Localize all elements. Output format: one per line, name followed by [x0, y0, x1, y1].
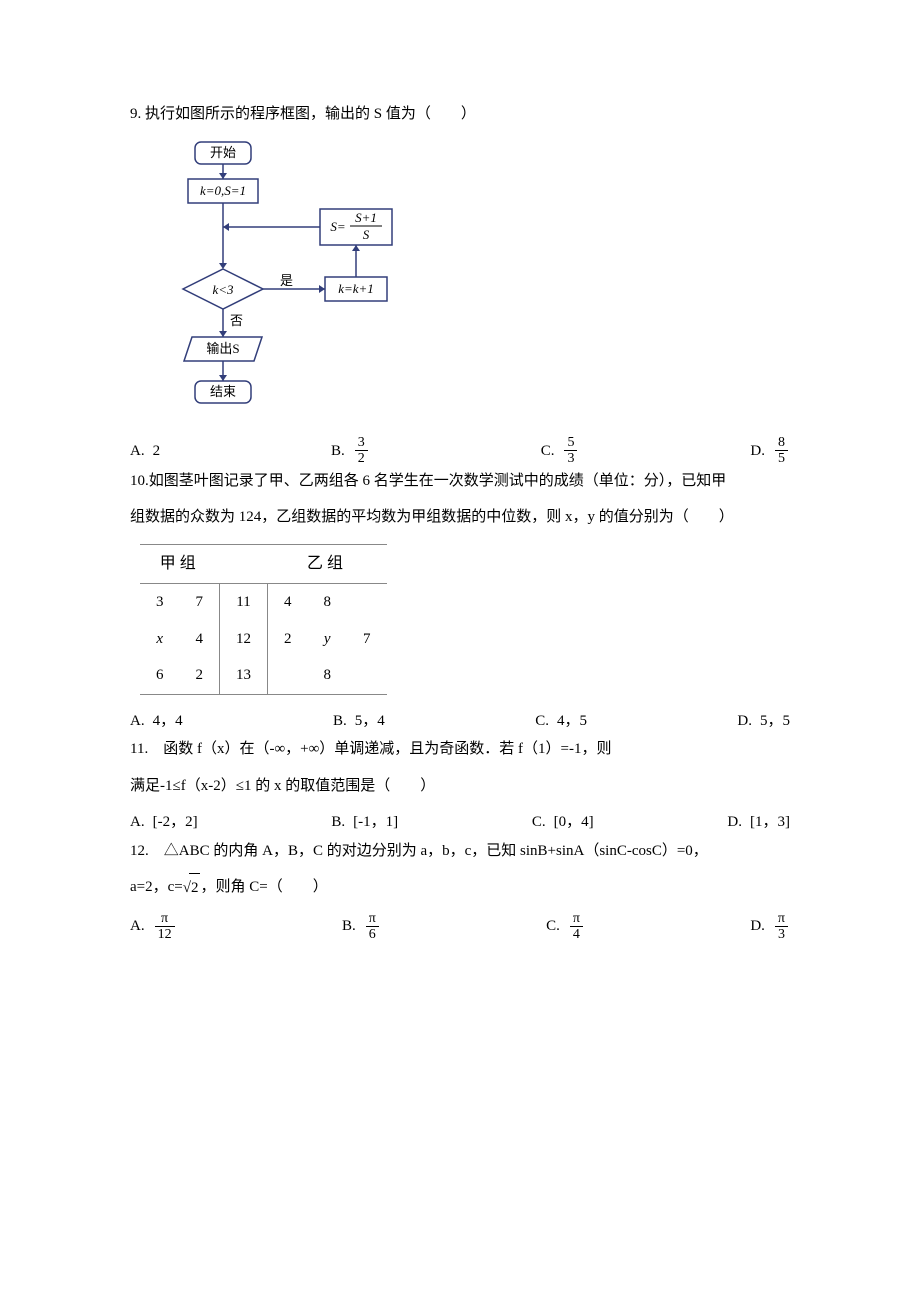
q12-opt-a: A. π 12 — [130, 911, 177, 943]
q9-opt-b: B. 3 2 — [331, 435, 370, 467]
q10-opt-b: B. 5，4 — [333, 707, 385, 736]
sqrt-icon: √2 — [183, 873, 201, 903]
q9-opt-b-frac: 3 2 — [355, 435, 368, 467]
stemleaf-header-right: 乙组 — [268, 544, 387, 583]
q10-text1: 如图茎叶图记录了甲、乙两组各 6 名学生在一次数学测试中的成绩（单位：分），已知… — [149, 473, 727, 489]
q9-opt-c: C. 5 3 — [541, 435, 580, 467]
q12-opt-c: C. π 4 — [546, 911, 585, 943]
q9-opt-c-label: C. — [541, 437, 555, 466]
q10-opt-d: D. 5，5 — [737, 707, 790, 736]
stemleaf-header-left: 甲组 — [140, 544, 220, 583]
q10-stemleaf: 甲组 乙组 3 7 11 4 8 x 4 12 2 y 7 6 2 13 8 — [140, 544, 387, 695]
q9: 9. 执行如图所示的程序框图，输出的 S 值为（ ） — [130, 100, 790, 129]
q11-number: 11. — [130, 741, 148, 757]
svg-text:S+1: S+1 — [355, 210, 377, 225]
q9-opt-c-frac: 5 3 — [564, 435, 577, 467]
q12-opt-c-frac: π 4 — [570, 911, 583, 943]
q12-opt-d: D. π 3 — [750, 911, 790, 943]
table-row: 3 7 11 4 8 — [140, 584, 387, 621]
q9-text: 执行如图所示的程序框图，输出的 S 值为（ ） — [145, 106, 476, 122]
q9-opt-a-label: A. — [130, 437, 145, 466]
q11-line2: 满足-1≤f（x-2）≤1 的 x 的取值范围是（ ） — [130, 772, 790, 801]
q12-text2-post: ，则角 C=（ ） — [200, 879, 327, 895]
q12-options: A. π 12 B. π 6 C. π 4 D. π 3 — [130, 911, 790, 943]
q12-opt-b-frac: π 6 — [366, 911, 379, 943]
q11-opt-c: C. [0，4] — [532, 808, 594, 837]
q9-options: A. 2 B. 3 2 C. 5 3 D. 8 5 — [130, 435, 790, 467]
q11: 11. 函数 f（x）在（-∞，+∞）单调递减，且为奇函数．若 f（1）=-1，… — [130, 735, 790, 764]
table-row: 6 2 13 8 — [140, 657, 387, 694]
fc-start: 开始 — [210, 145, 236, 160]
q10: 10.如图茎叶图记录了甲、乙两组各 6 名学生在一次数学测试中的成绩（单位：分）… — [130, 467, 790, 496]
svg-text:S: S — [363, 227, 370, 242]
q10-text2: 组数据的众数为 124，乙组数据的平均数为甲组数据的中位数，则 x，y 的值分别… — [130, 509, 734, 525]
q9-number: 9. — [130, 106, 141, 122]
fc-yes: 是 — [280, 273, 293, 288]
fc-no: 否 — [230, 313, 243, 328]
q11-opt-b: B. [-1，1] — [331, 808, 398, 837]
q9-opt-d-label: D. — [750, 437, 765, 466]
q11-options: A. [-2，2] B. [-1，1] C. [0，4] D. [1，3] — [130, 808, 790, 837]
table-row: x 4 12 2 y 7 — [140, 621, 387, 658]
fc-end: 结束 — [210, 384, 236, 399]
q9-opt-b-label: B. — [331, 437, 345, 466]
fc-init: k=0,S=1 — [200, 183, 246, 198]
q11-opt-d: D. [1，3] — [727, 808, 790, 837]
q12-opt-a-frac: π 12 — [155, 911, 175, 943]
fc-out: 输出S — [206, 341, 239, 356]
fc-inc: k=k+1 — [338, 281, 374, 296]
q11-opt-a: A. [-2，2] — [130, 808, 198, 837]
q12-text1: △ABC 的内角 A，B，C 的对边分别为 a，b，c，已知 sinB+sinA… — [164, 843, 708, 859]
fc-cond: k<3 — [212, 282, 234, 297]
q9-flowchart: 开始 k=0,S=1 k<3 是 k=k+1 S= S+1 S 否 — [150, 137, 790, 428]
svg-text:S=: S= — [330, 219, 345, 234]
q10-options: A. 4，4 B. 5，4 C. 4，5 D. 5，5 — [130, 707, 790, 736]
q9-opt-a-value: 2 — [153, 437, 161, 466]
q12-line2: a=2，c=√2，则角 C=（ ） — [130, 873, 790, 903]
q12-opt-b: B. π 6 — [342, 911, 381, 943]
q12-number: 12. — [130, 843, 149, 859]
q11-text1: 函数 f（x）在（-∞，+∞）单调递减，且为奇函数．若 f（1）=-1，则 — [163, 741, 611, 757]
q12: 12. △ABC 的内角 A，B，C 的对边分别为 a，b，c，已知 sinB+… — [130, 837, 790, 866]
q10-opt-a: A. 4，4 — [130, 707, 183, 736]
q9-opt-a: A. 2 — [130, 435, 160, 467]
q12-opt-d-frac: π 3 — [775, 911, 788, 943]
q10-opt-c: C. 4，5 — [535, 707, 587, 736]
q9-opt-d: D. 8 5 — [750, 435, 790, 467]
q11-text2: 满足-1≤f（x-2）≤1 的 x 的取值范围是（ ） — [130, 778, 435, 794]
q10-line2: 组数据的众数为 124，乙组数据的平均数为甲组数据的中位数，则 x，y 的值分别… — [130, 503, 790, 532]
q9-opt-d-frac: 8 5 — [775, 435, 788, 467]
q10-number: 10. — [130, 473, 149, 489]
q12-text2-pre: a=2，c= — [130, 879, 183, 895]
